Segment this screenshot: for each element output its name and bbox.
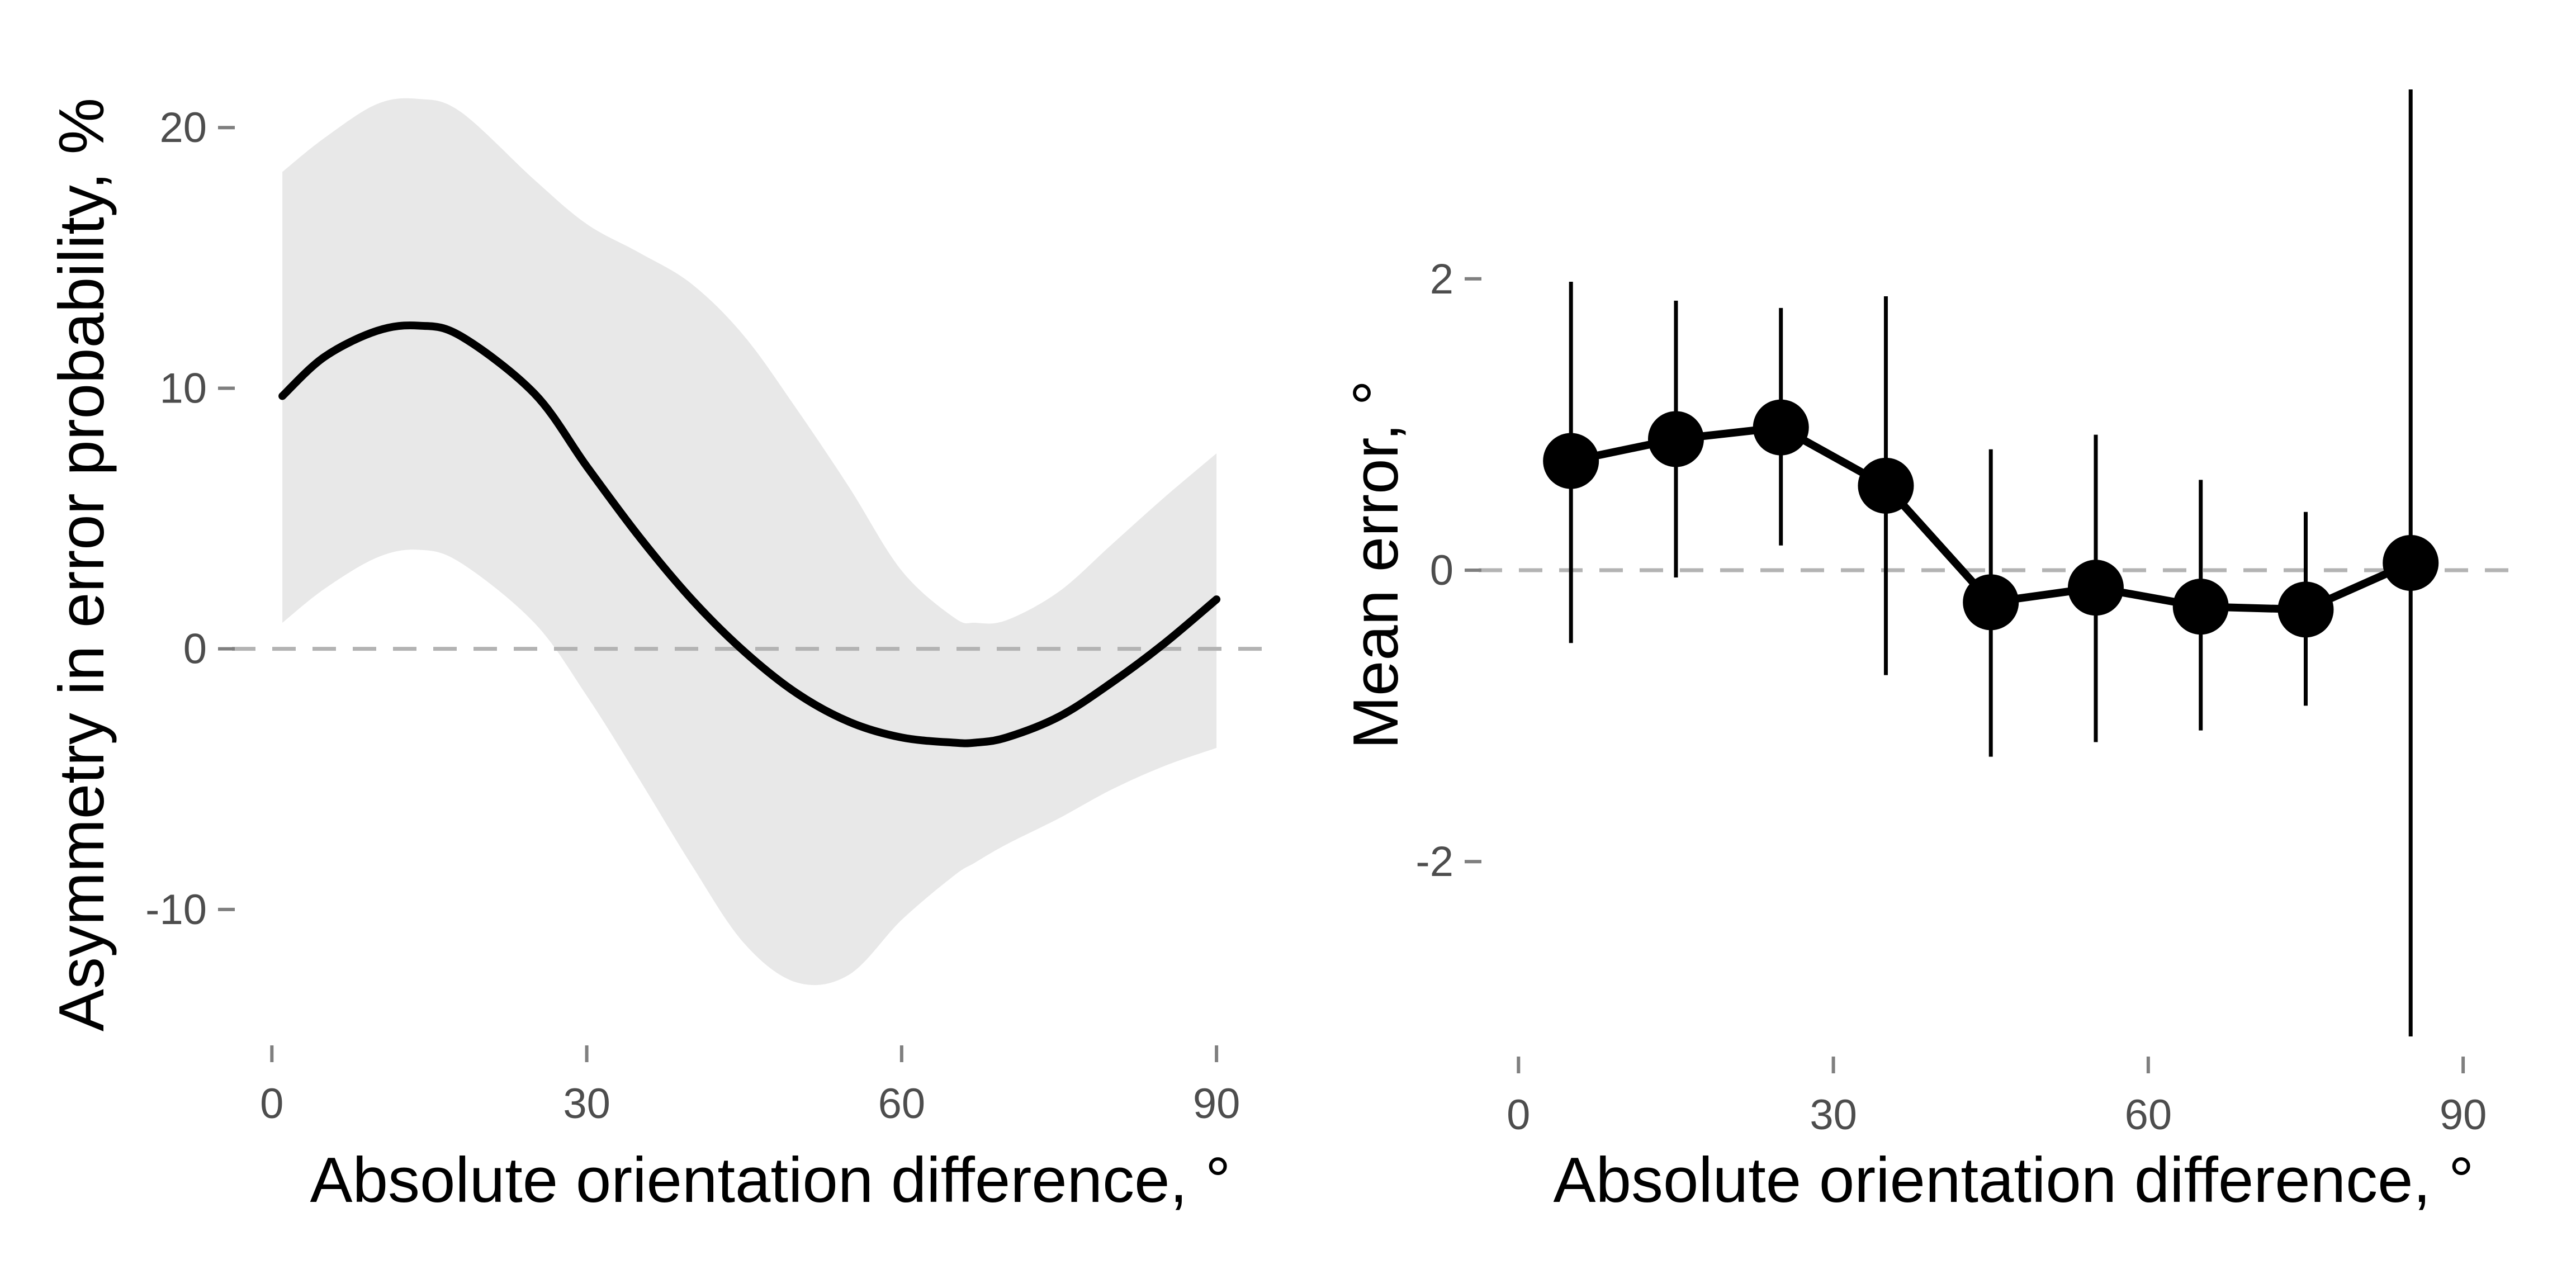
y-axis-ticks: -2 0 2 bbox=[1415, 255, 1481, 886]
y-tick-label: 2 bbox=[1430, 255, 1453, 303]
data-point bbox=[2383, 534, 2439, 591]
x-axis-ticks: 0 30 60 90 bbox=[1507, 1057, 2487, 1139]
x-axis-ticks: 0 30 60 90 bbox=[260, 1045, 1240, 1128]
y-axis-title: Asymmetry in error probability, % bbox=[46, 98, 117, 1031]
y-tick-label: -2 bbox=[1415, 838, 1453, 886]
confidence-band bbox=[282, 98, 1217, 986]
right-panel: -2 0 2 0 30 60 90 Absolute orientation differ… bbox=[1341, 89, 2524, 1216]
error-bars bbox=[1569, 89, 2413, 1036]
data-point bbox=[1858, 457, 1914, 514]
fit-line bbox=[278, 321, 1221, 747]
data-point bbox=[2067, 560, 2124, 616]
x-tick-label: 30 bbox=[563, 1080, 610, 1128]
data-point bbox=[2277, 581, 2334, 638]
x-tick-label: 60 bbox=[2125, 1091, 2172, 1139]
x-tick-label: 60 bbox=[878, 1080, 926, 1128]
y-tick-label: -10 bbox=[145, 886, 207, 934]
data-point bbox=[1543, 433, 1599, 489]
left-panel: -10 0 10 20 0 30 60 90 Absolute orientation di… bbox=[46, 98, 1277, 1216]
y-tick-label: 10 bbox=[159, 364, 207, 412]
data-point bbox=[1963, 574, 2019, 631]
x-axis-title: Absolute orientation difference, ° bbox=[310, 1145, 1231, 1216]
data-points bbox=[1543, 399, 2439, 638]
y-tick-label: 0 bbox=[1430, 547, 1453, 594]
data-point bbox=[1647, 411, 1704, 467]
y-axis-title: Mean error, ° bbox=[1341, 380, 1412, 749]
x-axis-title: Absolute orientation difference, ° bbox=[1554, 1145, 2474, 1216]
x-tick-label: 90 bbox=[2440, 1091, 2487, 1139]
x-tick-label: 90 bbox=[1193, 1080, 1240, 1128]
data-point bbox=[2172, 579, 2229, 635]
x-tick-label: 0 bbox=[1507, 1091, 1530, 1139]
x-tick-label: 0 bbox=[260, 1080, 283, 1128]
y-axis-ticks: -10 0 10 20 bbox=[145, 104, 235, 934]
x-tick-label: 30 bbox=[1810, 1091, 1857, 1139]
y-tick-label: 0 bbox=[183, 626, 207, 673]
y-tick-label: 20 bbox=[159, 104, 207, 151]
data-point bbox=[1753, 399, 1809, 456]
